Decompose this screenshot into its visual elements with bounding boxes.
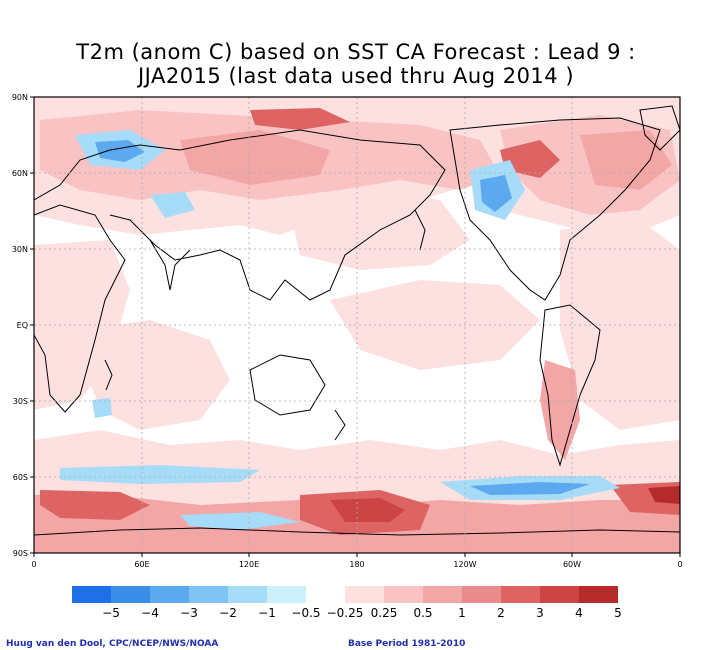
colorbar-swatch <box>462 586 501 603</box>
anomaly-region-canada <box>580 130 672 190</box>
colorbar-tick-label: 5 <box>614 606 622 620</box>
anomaly-region-south-america <box>540 360 580 460</box>
anomaly-cold-central-asia <box>150 192 195 218</box>
coastlines <box>34 105 680 536</box>
map-title-line2: JJA2015 (last data used thru Aug 2014 ) <box>137 64 575 88</box>
anomaly-cold-southern-ocean-west <box>60 465 260 484</box>
colorbar-tick-label: −4 <box>141 606 159 620</box>
colorbar-swatch <box>267 586 306 603</box>
map-title-line1: T2m (anom C) based on SST CA Forecast : … <box>76 40 636 64</box>
colorbar-tick-label: −3 <box>180 606 198 620</box>
colorbar-swatch <box>189 586 228 603</box>
lat-label: 90N <box>12 93 28 102</box>
anomaly-cold-south-atlantic <box>92 398 112 418</box>
anomaly-region-siberia <box>180 130 330 185</box>
colorbar-swatch <box>228 586 267 603</box>
colorbar-labels: −5 −4 −3 −2 −1 −0.5 −0.25 0.25 0.5 1 2 3 4 5 <box>102 606 622 620</box>
anomaly-max-south-pacific-core <box>330 498 405 522</box>
colorbar-swatch <box>306 586 345 603</box>
map-grid <box>34 97 680 553</box>
colorbar-swatch <box>579 586 618 603</box>
colorbar-tick-label: −0.25 <box>327 606 364 620</box>
anomaly-region-indian-ocean <box>80 320 230 430</box>
anomaly-cold-antarctica <box>180 512 300 530</box>
colorbar-swatch <box>501 586 540 603</box>
colorbar-swatch <box>423 586 462 603</box>
lat-label: EQ <box>17 321 28 330</box>
colorbar-tick-label: 3 <box>536 606 544 620</box>
colorbar-swatch <box>384 586 423 603</box>
anomaly-max-arctic-east <box>250 108 350 130</box>
lat-label: 60N <box>12 169 28 178</box>
colorbar-tick-label: −2 <box>219 606 237 620</box>
lon-label: 60W <box>563 560 581 569</box>
colorbar-tick-label: −1 <box>258 606 276 620</box>
colorbar-tick-label: 2 <box>497 606 505 620</box>
lon-label: 120W <box>453 560 476 569</box>
colorbar-swatch <box>111 586 150 603</box>
colorbar-swatch <box>540 586 579 603</box>
lon-label: 0 <box>677 560 682 569</box>
anomaly-cold-scandinavia-core <box>95 140 145 162</box>
lat-label: 60S <box>13 473 28 482</box>
colorbar-swatch <box>150 586 189 603</box>
axis-ticks <box>30 96 681 557</box>
colorbar-tick-label: 0.5 <box>413 606 432 620</box>
colorbar-swatch <box>345 586 384 603</box>
colorbar-tick-label: −0.5 <box>291 606 320 620</box>
colorbar-tick-label: 1 <box>458 606 466 620</box>
anomaly-region-africa <box>34 240 130 410</box>
anomaly-max-indian-south <box>40 490 150 520</box>
lon-label: 0 <box>31 560 36 569</box>
colorbar-tick-label: −5 <box>102 606 120 620</box>
lat-label: 30N <box>12 245 28 254</box>
anomaly-cold-southern-ocean-east-core <box>470 482 590 495</box>
anomaly-cold-north-pacific-core <box>480 175 512 212</box>
lat-label: 30S <box>13 397 28 406</box>
colorbar <box>72 586 618 603</box>
colorbar-tick-label: 4 <box>575 606 583 620</box>
lat-labels: 90N 60N 30N EQ 30S 60S 90S <box>12 93 28 558</box>
lon-label: 120E <box>239 560 259 569</box>
base-period-text: Base Period 1981-2010 <box>348 639 466 649</box>
lon-label: 60E <box>134 560 149 569</box>
colorbar-tick-label: 0.25 <box>371 606 398 620</box>
anomaly-max-alaska <box>500 140 560 178</box>
lat-label: 90S <box>13 549 28 558</box>
colorbar-swatch <box>72 586 111 603</box>
lon-labels: 0 60E 120E 180 120W 60W 0 <box>31 560 682 569</box>
credit-text: Huug van den Dool, CPC/NCEP/NWS/NOAA <box>6 639 219 649</box>
anomaly-max-south-atlantic-core <box>648 486 680 504</box>
lon-label: 180 <box>349 560 364 569</box>
